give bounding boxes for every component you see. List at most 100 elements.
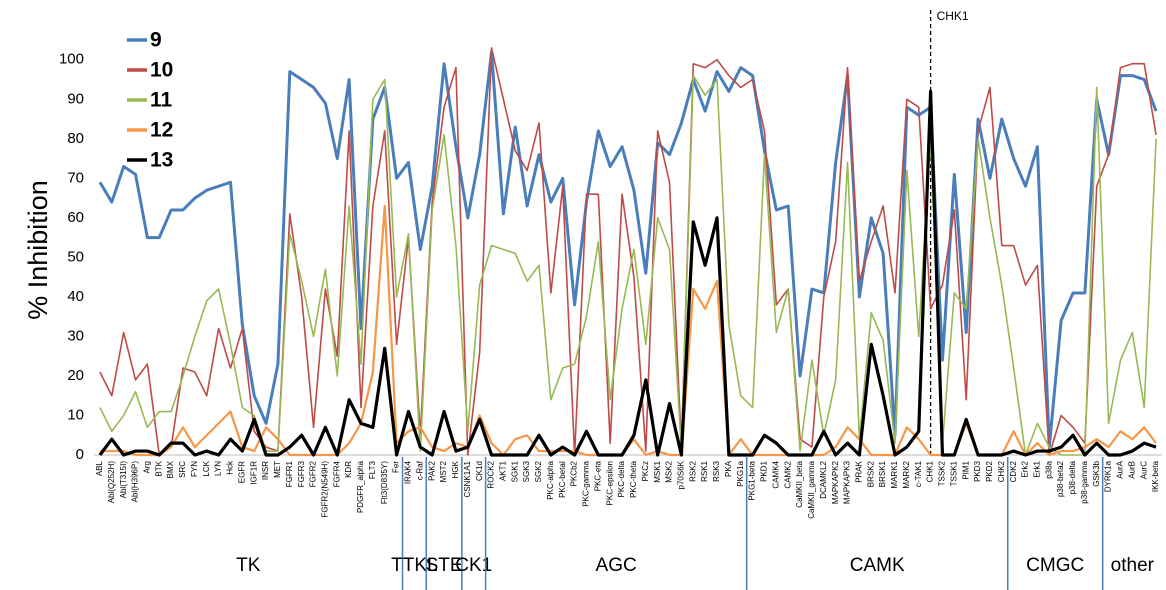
x-tick-label: TSSK2 [938,460,947,486]
y-tick-label: 50 [67,248,84,265]
y-tick-label: 20 [67,367,84,384]
legend-label: 11 [150,89,173,112]
x-tick-label: Erk1 [1033,460,1042,477]
y-tick-label: 40 [67,288,84,305]
x-tick-label: Abl(T315I) [119,461,128,499]
annotation: CHK1 [937,9,969,23]
x-tick-label: PKC-betaI [558,461,567,498]
x-tick-label: Erk2 [1021,460,1030,477]
x-tick-label: PKC-gamma [582,460,591,506]
x-tick-label: CAMK4 [771,460,780,488]
x-tick-label: CaMKII_gamma [807,460,816,518]
x-tick-label: MARK2 [902,460,911,488]
x-tick-label: p38a [1044,460,1053,478]
y-tick-label: 90 [67,90,84,107]
y-tick-label: 0 [76,446,84,463]
x-tick-label: PRAK [855,460,864,482]
x-tick-label: BRSK1 [878,460,887,487]
series-line [99,74,1157,456]
group-label: CMGC [1026,555,1084,576]
x-tick-label: LCK [202,460,211,476]
x-tick-label: BRSK2 [866,460,875,487]
x-tick-label: KDR [344,461,353,478]
x-tick-label: PKD1 [760,460,769,481]
x-tick-label: Abl(H396P) [131,461,140,503]
x-tick-label: EGFR [237,461,246,483]
legend-label: 10 [150,59,173,82]
x-tick-label: AurC [1139,461,1148,479]
x-tick-label: AurA [1116,460,1125,478]
x-tick-label: p38-beta2 [1056,460,1065,497]
y-tick-label: 100 [59,51,84,68]
x-tick-label: PKCz [641,461,650,481]
x-tick-label: FGFR2(N549H) [321,461,330,518]
legend-label: 9 [150,29,162,52]
x-tick-label: Arg [143,461,152,473]
group-label: TK [236,555,261,576]
x-tick-label: PKD2 [985,460,994,481]
x-tick-label: MAPKAPK2 [831,460,840,504]
x-tick-label: MSK2 [665,460,674,482]
x-tick-label: PAK2 [427,460,436,480]
x-tick-label: CAMK2 [783,460,792,488]
x-tick-label: MSK1 [653,460,662,482]
x-tick-label: LYN [214,461,223,476]
x-tick-label: AKT1 [499,460,508,481]
series-line [98,50,1158,449]
x-tick-label: SGK2 [534,460,543,482]
x-tick-label: TSSK1 [949,460,958,486]
x-tick-label: ROCK2 [487,460,496,488]
x-tick-label: p70S6K [677,460,686,489]
y-tick-label: 80 [67,130,84,147]
x-tick-label: FGFR4 [332,460,341,487]
x-tick-label: IGF1R [249,461,258,485]
x-tick-label: CDK2 [1009,460,1018,482]
x-tick-label: PKC-alpha [546,460,555,499]
x-tick-label: FGFR2 [309,460,318,487]
group-label: CAMK [850,555,905,576]
x-tick-label: AurB [1127,461,1136,479]
x-tick-label: FGFR3 [297,460,306,487]
x-tick-label: BMX [166,460,175,478]
x-tick-label: SGK3 [522,460,531,482]
x-tick-label: Flt3(D835Y) [380,461,389,504]
y-tick-label: 60 [67,209,84,226]
x-tick-label: DYRK1a [1104,460,1113,492]
x-tick-label: CaMKII_beta [795,460,804,507]
y-tick-label: 10 [67,406,84,423]
x-tick-label: PIM1 [961,460,970,479]
x-tick-label: ABL [95,460,104,476]
x-tick-label: INSR [261,461,270,480]
legend-label: 12 [150,119,173,142]
x-tick-label: PKC-eta [593,460,602,491]
x-tick-label: DCAMKL2 [819,460,828,498]
x-tick-label: CHK1 [926,460,935,482]
x-tick-label: CHK2 [997,460,1006,482]
x-tick-label: Abl(Q252H) [107,461,116,504]
legend-label: 13 [150,149,173,172]
x-tick-label: Hck [226,460,235,475]
x-tick-label: RSK2 [688,460,697,481]
x-tick-label: PKCb2 [570,460,579,486]
x-tick-label: SGK1 [510,460,519,482]
x-tick-label: FYN [190,461,199,477]
y-tick-label: 70 [67,169,84,186]
x-tick-label: PKG1a [736,460,745,486]
x-tick-label: RSK1 [700,460,709,481]
x-tick-label: BTK [154,460,163,476]
series-line [99,204,1157,457]
x-tick-label: RSK3 [712,460,721,481]
x-tick-label: GSK3b [1092,460,1101,486]
x-tick-label: FLT3 [368,460,377,479]
x-tick-label: IRAK4 [404,460,413,484]
y-axis-label: % Inhibition [23,180,53,320]
group-label: other [1111,555,1155,576]
x-tick-label: PKG1-beta [748,460,757,500]
x-tick-label: PKC-theta [629,460,638,497]
x-tick-label: MST2 [439,460,448,482]
x-tick-label: PKC-epsilon [605,461,614,505]
group-label: CK1 [455,555,492,576]
x-tick-label: HGK [451,460,460,478]
x-tick-label: PKC-delta [617,460,626,497]
